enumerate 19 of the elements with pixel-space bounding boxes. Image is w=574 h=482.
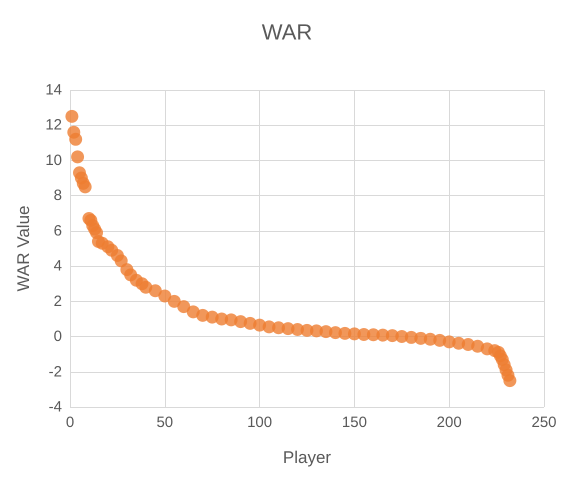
y-tick-label: 10 [45,152,62,169]
y-tick-label: 4 [54,258,62,275]
x-tick-label: 50 [156,414,174,431]
x-tick-label: 0 [66,414,74,431]
y-tick-label: 0 [54,328,62,346]
y-tick-label: 12 [45,116,62,134]
y-tick-label: 8 [54,187,62,204]
y-tick-label: -4 [48,398,62,416]
y-tick-label: 14 [45,82,62,98]
x-tick-label: 150 [342,414,367,431]
y-tick-label: 6 [54,222,62,240]
x-tick-label: 250 [531,414,557,431]
y-tick-label: -2 [48,363,62,380]
x-tick-label: 100 [247,414,272,431]
x-axis-title: Player [282,448,332,467]
y-axis-title: WAR Value [14,206,33,292]
y-tick-label: 2 [54,292,62,310]
chart-title: WAR [262,20,312,44]
x-tick-label: 200 [436,414,462,431]
